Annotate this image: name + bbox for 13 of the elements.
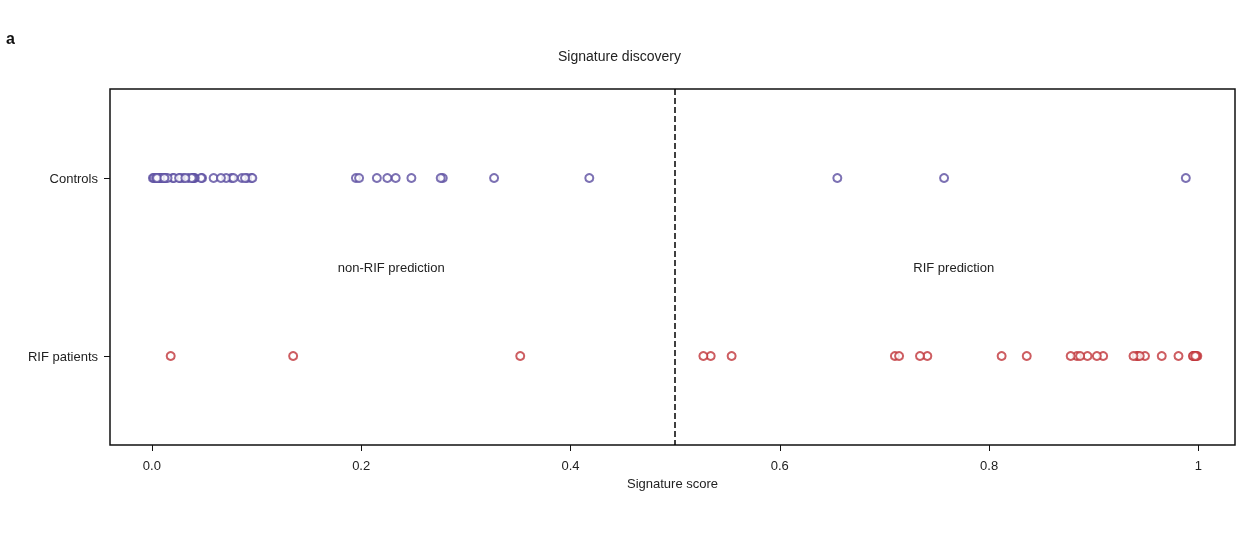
x-tick-label: 1 <box>1194 458 1202 473</box>
annotation: RIF prediction <box>913 259 995 275</box>
y-tick-label: RIF patients <box>27 348 99 364</box>
text: a <box>6 29 15 47</box>
x-tick-label: 0.6 <box>770 458 789 473</box>
x-axis-title: Signature score <box>626 475 719 491</box>
y-tick-label: Controls <box>49 170 99 186</box>
x-tick-label: 0.2 <box>352 458 371 473</box>
x-tick-label: 0.8 <box>980 458 999 473</box>
annotation: non-RIF prediction <box>337 259 445 275</box>
x-tick-label: 0.4 <box>561 458 580 473</box>
x-tick-label: 0.0 <box>142 458 161 473</box>
chart-title: Signature discovery <box>558 48 681 64</box>
